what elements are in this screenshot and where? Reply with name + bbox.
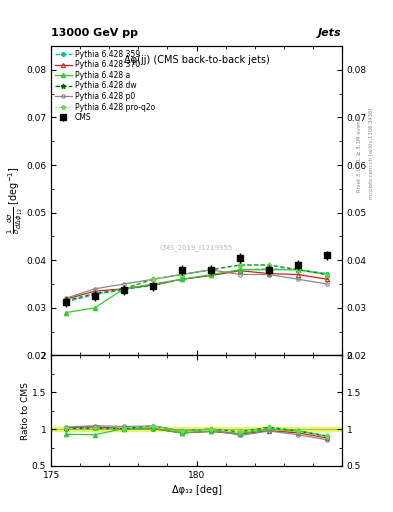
Pythia 6.428 359 (267, 266, 272, 272)
Pythia 6.428 pro-q2o (180, 271, 184, 278)
Line: Pythia 6.428 370: Pythia 6.428 370 (64, 269, 329, 302)
Pythia 6.428 370 (63, 296, 68, 303)
Pythia 6.428 pro-q2o (92, 290, 97, 296)
Pythia 6.428 370 (151, 282, 155, 288)
Pythia 6.428 370 (180, 276, 184, 282)
Pythia 6.428 359 (325, 270, 330, 276)
Text: 13000 GeV pp: 13000 GeV pp (51, 28, 138, 38)
Y-axis label: $\frac{1}{\sigma}\frac{d\sigma}{d\Delta\phi_{12}}\ [\mathrm{deg}^{-1}]$: $\frac{1}{\sigma}\frac{d\sigma}{d\Delta\… (6, 167, 25, 234)
Text: mcplots.cern.ch [arXiv:1306.3436]: mcplots.cern.ch [arXiv:1306.3436] (369, 108, 374, 199)
Pythia 6.428 pro-q2o (151, 276, 155, 282)
Text: Rivet 3.1.10, ≥ 3.1M events: Rivet 3.1.10, ≥ 3.1M events (357, 115, 362, 192)
Pythia 6.428 359 (121, 287, 126, 293)
Pythia 6.428 a (92, 305, 97, 311)
Pythia 6.428 p0 (325, 281, 330, 287)
Pythia 6.428 p0 (209, 267, 213, 273)
Pythia 6.428 a (63, 310, 68, 316)
Pythia 6.428 pro-q2o (296, 267, 301, 273)
Pythia 6.428 dw (151, 276, 155, 282)
Pythia 6.428 359 (238, 267, 242, 273)
Pythia 6.428 a (151, 281, 155, 287)
Pythia 6.428 370 (238, 268, 242, 274)
Text: CMS_2019_I1719955: CMS_2019_I1719955 (160, 244, 233, 250)
Pythia 6.428 p0 (267, 271, 272, 278)
Pythia 6.428 a (121, 286, 126, 292)
Pythia 6.428 pro-q2o (267, 262, 272, 268)
Pythia 6.428 p0 (151, 276, 155, 282)
Pythia 6.428 370 (296, 271, 301, 278)
Bar (51, 427, 342, 431)
Pythia 6.428 359 (151, 283, 155, 289)
Pythia 6.428 pro-q2o (209, 267, 213, 273)
Pythia 6.428 a (209, 271, 213, 278)
Pythia 6.428 p0 (121, 281, 126, 287)
Pythia 6.428 p0 (296, 276, 301, 282)
Pythia 6.428 dw (325, 271, 330, 278)
Pythia 6.428 pro-q2o (63, 297, 68, 304)
X-axis label: Δφ₁₂ [deg]: Δφ₁₂ [deg] (171, 485, 222, 495)
Pythia 6.428 370 (121, 286, 126, 292)
Line: Pythia 6.428 a: Pythia 6.428 a (64, 268, 329, 315)
Text: Δφ(jj) (CMS back-to-back jets): Δφ(jj) (CMS back-to-back jets) (124, 55, 269, 66)
Line: Pythia 6.428 p0: Pythia 6.428 p0 (64, 268, 329, 300)
Pythia 6.428 370 (92, 288, 97, 294)
Pythia 6.428 p0 (180, 271, 184, 278)
Pythia 6.428 a (296, 267, 301, 273)
Pythia 6.428 a (238, 267, 242, 273)
Pythia 6.428 359 (92, 291, 97, 297)
Line: Pythia 6.428 359: Pythia 6.428 359 (64, 267, 329, 304)
Pythia 6.428 dw (267, 262, 272, 268)
Pythia 6.428 dw (121, 286, 126, 292)
Line: Pythia 6.428 dw: Pythia 6.428 dw (63, 263, 330, 303)
Pythia 6.428 dw (92, 290, 97, 296)
Pythia 6.428 p0 (238, 271, 242, 278)
Text: Jets: Jets (318, 28, 342, 38)
Pythia 6.428 p0 (92, 286, 97, 292)
Pythia 6.428 pro-q2o (325, 271, 330, 278)
Pythia 6.428 dw (63, 297, 68, 304)
Pythia 6.428 dw (180, 271, 184, 278)
Pythia 6.428 a (180, 276, 184, 282)
Pythia 6.428 a (325, 271, 330, 278)
Legend: Pythia 6.428 359, Pythia 6.428 370, Pythia 6.428 a, Pythia 6.428 dw, Pythia 6.42: Pythia 6.428 359, Pythia 6.428 370, Pyth… (53, 48, 156, 123)
Pythia 6.428 dw (296, 267, 301, 273)
Pythia 6.428 370 (267, 270, 272, 276)
Pythia 6.428 pro-q2o (238, 262, 242, 268)
Pythia 6.428 359 (63, 299, 68, 305)
Pythia 6.428 pro-q2o (121, 286, 126, 292)
Pythia 6.428 p0 (63, 295, 68, 302)
Y-axis label: Ratio to CMS: Ratio to CMS (22, 382, 31, 440)
Pythia 6.428 359 (296, 267, 301, 273)
Pythia 6.428 359 (209, 272, 213, 279)
Pythia 6.428 a (267, 267, 272, 273)
Line: Pythia 6.428 pro-q2o: Pythia 6.428 pro-q2o (63, 263, 330, 303)
Pythia 6.428 370 (325, 276, 330, 282)
Pythia 6.428 370 (209, 272, 213, 279)
Pythia 6.428 dw (209, 267, 213, 273)
Pythia 6.428 dw (238, 262, 242, 268)
Pythia 6.428 359 (180, 276, 184, 282)
